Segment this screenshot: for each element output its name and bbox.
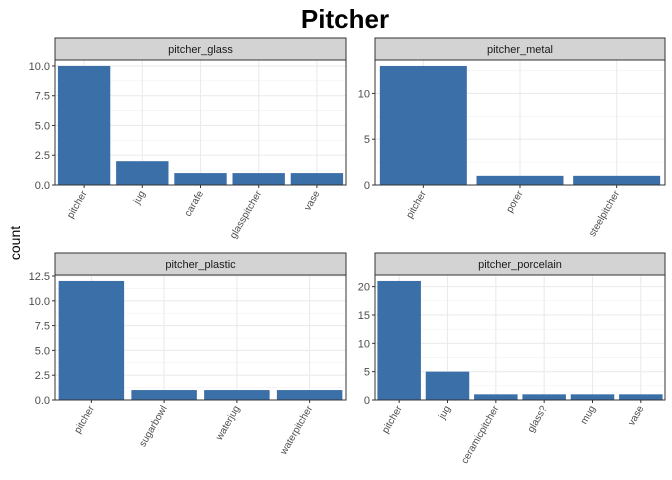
y-tick-label: 10.0 [29, 61, 50, 73]
y-tick-label: 2.5 [35, 150, 50, 162]
plot-background [375, 275, 665, 400]
y-tick-label: 5.0 [35, 345, 50, 357]
y-tick-label: 5 [364, 367, 370, 379]
x-tick-label: pitcher [65, 188, 90, 220]
y-tick-label: 10.0 [29, 296, 50, 308]
y-tick-label: 10 [358, 88, 370, 100]
bar-pitcher [57, 65, 111, 185]
facet-panel-pitcher-plastic: pitcher_plastic 0.0 2.5 5.0 7.5 10.0 12.5 pitch… [29, 252, 347, 458]
y-tick-label: 0 [364, 395, 370, 407]
bar-vase [290, 173, 344, 185]
y-tick-label: 12.5 [29, 271, 50, 283]
facet-strip-label: pitcher_porcelain [478, 259, 562, 271]
bar-glass [522, 394, 566, 400]
chart-title: Pitcher [301, 4, 389, 34]
bar-glasspitcher [232, 173, 285, 185]
bar-mug [570, 394, 615, 400]
x-tick-label: waterjug [214, 404, 243, 443]
y-tick-label: 0 [364, 180, 370, 192]
bar-pitcher [377, 280, 421, 400]
y-tick-label: 0.0 [35, 395, 50, 407]
bar-vase [619, 394, 663, 400]
bar-steelpitcher [573, 175, 661, 185]
y-tick-label: 5.0 [35, 120, 50, 132]
facet-strip-label: pitcher_glass [168, 44, 233, 56]
y-tick-label: 20 [358, 282, 370, 294]
y-axis-label: count [7, 226, 23, 260]
x-tick-label: pitcher [72, 403, 97, 435]
facet-panel-pitcher-porcelain: pitcher_porcelain 0 5 10 15 20 pitcher jug ceram… [358, 252, 666, 466]
x-tick-label: sugarbowl [137, 404, 169, 449]
x-tick-label: vase [302, 189, 322, 213]
bar-jug [116, 161, 169, 185]
x-tick-label: mug [579, 404, 598, 426]
bar-waterjug [204, 390, 270, 400]
bar-porer [476, 175, 564, 185]
bar-pitcher [379, 65, 467, 185]
x-tick-label: waterpitcher [278, 403, 316, 457]
bar-ceramicpitcher [474, 394, 518, 400]
x-tick-label: pitcher [380, 403, 405, 435]
y-tick-label: 0.0 [35, 180, 50, 192]
facet-panel-pitcher-metal: pitcher_metal 0 5 10 pitcher porer steelpitche… [358, 37, 666, 239]
y-tick-label: 10 [358, 338, 370, 350]
bar-waterpitcher [276, 390, 343, 400]
x-tick-label: vase [626, 404, 646, 428]
facet-panel-pitcher-glass: pitcher_glass 0.0 2.5 5.0 7.5 10.0 pitcher jug c… [29, 37, 347, 241]
x-tick-label: jug [131, 189, 148, 207]
y-tick-label: 5 [364, 134, 370, 146]
y-tick-label: 7.5 [35, 91, 50, 103]
y-tick-label: 15 [358, 310, 370, 322]
x-tick-label: porer [504, 188, 526, 214]
x-tick-label: ceramicpitcher [459, 403, 501, 465]
x-tick-label: jug [436, 404, 453, 422]
y-tick-label: 2.5 [35, 370, 50, 382]
x-tick-label: carafe [183, 189, 207, 219]
bar-sugarbowl [131, 390, 197, 400]
bar-pitcher [58, 280, 125, 400]
x-tick-label: pitcher [404, 188, 429, 220]
facet-strip-label: pitcher_metal [487, 44, 553, 56]
x-tick-label: glasspitcher [228, 188, 265, 240]
panel-border [54, 274, 347, 401]
x-tick-label: steelpitcher [587, 188, 622, 238]
x-tick-label: glass? [526, 404, 550, 435]
bar-carafe [174, 173, 227, 185]
y-tick-label: 7.5 [35, 321, 50, 333]
bar-jug [425, 371, 470, 400]
panel-border [374, 274, 666, 401]
facet-strip-label: pitcher_plastic [165, 259, 236, 271]
